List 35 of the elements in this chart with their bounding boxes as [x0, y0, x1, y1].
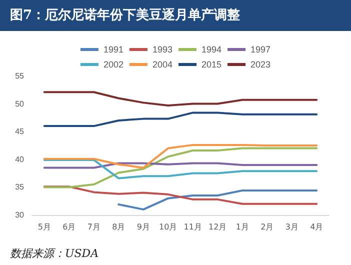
- source-note: 数据来源：USDA: [10, 247, 99, 260]
- line-series: [43, 147, 318, 188]
- legend-label: 1991: [103, 44, 124, 54]
- y-tick-label: 45: [15, 127, 25, 136]
- x-tick-label: 8月: [112, 222, 126, 232]
- x-tick-label: 3月: [285, 222, 298, 232]
- x-tick-label: 10月: [159, 222, 178, 232]
- legend-label: 1993: [152, 44, 173, 54]
- line-series: [118, 190, 318, 210]
- y-tick-label: 40: [15, 154, 25, 164]
- y-tick-label: 55: [15, 72, 25, 80]
- legend-label: 2023: [250, 60, 271, 70]
- legend-label: 2002: [103, 60, 124, 70]
- line-series: [43, 158, 318, 180]
- line-series: [43, 91, 318, 106]
- legend-label: 2004: [152, 60, 173, 70]
- y-tick-label: 30: [15, 210, 25, 220]
- y-tick-label: 50: [15, 99, 25, 108]
- line-series: [43, 112, 318, 128]
- x-tick-label: 5月: [38, 222, 51, 232]
- x-tick-label: 2月: [260, 222, 274, 232]
- legend-label: 1997: [250, 44, 271, 54]
- line-series: [43, 186, 318, 205]
- legend-label: 1994: [202, 44, 222, 54]
- chart-title: 图7：厄尔尼诺年份下美豆逐月单产调整: [10, 7, 242, 23]
- y-tick-label: 35: [15, 182, 25, 192]
- x-tick-label: 12月: [208, 222, 227, 232]
- x-tick-label: 9月: [136, 222, 150, 232]
- x-tick-label: 1月: [236, 222, 249, 232]
- x-tick-label: 7月: [87, 222, 100, 232]
- x-tick-label: 4月: [310, 222, 324, 232]
- line-series: [43, 144, 318, 169]
- x-tick-label: 11月: [184, 222, 202, 232]
- x-tick-label: 6月: [62, 222, 76, 232]
- legend-label: 2015: [202, 60, 222, 70]
